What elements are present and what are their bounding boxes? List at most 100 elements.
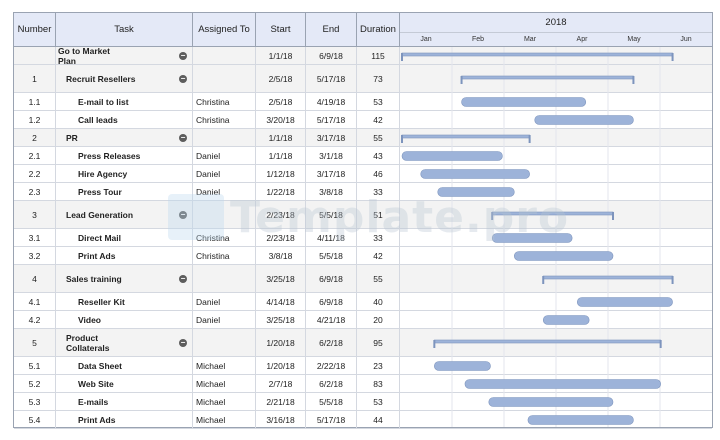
task-row[interactable]: 5.3 E-mails Michael 2/21/18 5/5/18 53 bbox=[14, 393, 712, 411]
task-duration: 73 bbox=[357, 65, 400, 92]
task-row[interactable]: 3.1 Direct Mail Christina 2/23/18 4/11/18 33 bbox=[14, 229, 712, 247]
task-row[interactable]: 5.4 Print Ads Michael 3/16/18 5/17/18 44 bbox=[14, 411, 712, 429]
task-row[interactable]: 4.1 Reseller Kit Daniel 4/14/18 6/9/18 40 bbox=[14, 293, 712, 311]
task-bar[interactable] bbox=[488, 397, 614, 407]
task-number-text: 2.1 bbox=[28, 150, 41, 161]
header-assigned[interactable]: Assigned To bbox=[193, 13, 256, 47]
task-bar[interactable] bbox=[437, 187, 515, 197]
task-name: Call leads bbox=[56, 111, 193, 128]
task-bar[interactable] bbox=[461, 97, 587, 107]
task-row[interactable]: 1.1 E-mail to list Christina 2/5/18 4/19/18 5… bbox=[14, 93, 712, 111]
task-bar[interactable] bbox=[491, 233, 573, 243]
collapse-icon[interactable]: − bbox=[179, 50, 187, 60]
task-end-text: 6/9/18 bbox=[319, 296, 343, 307]
task-number: 2.3 bbox=[14, 183, 56, 200]
task-assignee-text: Christina bbox=[196, 114, 230, 125]
task-row[interactable]: 5.1 Data Sheet Michael 1/20/18 2/22/18 23 bbox=[14, 357, 712, 375]
task-assignee: Daniel bbox=[193, 293, 256, 310]
collapse-icon[interactable]: − bbox=[179, 132, 187, 142]
collapse-icon[interactable]: − bbox=[179, 209, 187, 219]
task-start-text: 2/23/18 bbox=[266, 209, 295, 220]
task-assignee bbox=[193, 129, 256, 146]
task-name: Press Tour bbox=[56, 183, 193, 200]
task-number: 4.1 bbox=[14, 293, 56, 310]
task-bar[interactable] bbox=[420, 169, 530, 179]
collapse-icon[interactable]: − bbox=[179, 73, 187, 83]
task-duration-text: 46 bbox=[373, 168, 383, 179]
header-number[interactable]: Number bbox=[14, 13, 56, 47]
collapse-icon[interactable]: − bbox=[179, 337, 187, 347]
task-end: 5/5/18 bbox=[306, 247, 357, 264]
task-assignee: Daniel bbox=[193, 311, 256, 328]
task-number-text: 5.1 bbox=[28, 360, 41, 371]
task-name: Product Collaterals − bbox=[56, 329, 193, 356]
task-row[interactable]: 4.2 Video Daniel 3/25/18 4/21/18 20 bbox=[14, 311, 712, 329]
gantt-bars bbox=[401, 47, 674, 427]
task-duration: 42 bbox=[357, 111, 400, 128]
task-start: 3/25/18 bbox=[256, 265, 306, 292]
header-end[interactable]: End bbox=[306, 13, 357, 47]
task-bar[interactable] bbox=[401, 151, 503, 161]
task-row[interactable]: 5.2 Web Site Michael 2/7/18 6/2/18 83 bbox=[14, 375, 712, 393]
header-task[interactable]: Task bbox=[56, 13, 193, 47]
task-assignee-text: Michael bbox=[196, 360, 226, 371]
task-assignee: Daniel bbox=[193, 165, 256, 182]
task-name-text: E-mail to list bbox=[78, 96, 129, 107]
task-end: 4/19/18 bbox=[306, 93, 357, 110]
task-name-text: Press Releases bbox=[78, 150, 141, 161]
task-name: Lead Generation − bbox=[56, 201, 193, 228]
task-name: Reseller Kit bbox=[56, 293, 193, 310]
summary-task-row[interactable]: 2 PR − 1/1/18 3/17/18 55 bbox=[14, 129, 712, 147]
task-row[interactable]: 2.3 Press Tour Daniel 1/22/18 3/8/18 33 bbox=[14, 183, 712, 201]
task-bar[interactable] bbox=[542, 315, 590, 325]
summary-bar[interactable] bbox=[460, 75, 635, 84]
task-start: 2/23/18 bbox=[256, 201, 306, 228]
task-row[interactable]: 1.2 Call leads Christina 3/20/18 5/17/18 42 bbox=[14, 111, 712, 129]
task-bar[interactable] bbox=[576, 297, 673, 307]
task-duration: 23 bbox=[357, 357, 400, 374]
task-assignee bbox=[193, 265, 256, 292]
task-number: 5.4 bbox=[14, 411, 56, 428]
task-number: 2.2 bbox=[14, 165, 56, 182]
task-number-text: 2.2 bbox=[28, 168, 41, 179]
task-start-text: 3/25/18 bbox=[266, 273, 295, 284]
summary-bar[interactable] bbox=[491, 211, 615, 220]
task-number-text: 2.3 bbox=[28, 186, 41, 197]
task-number: 3 bbox=[14, 201, 56, 228]
task-name-text: Web Site bbox=[78, 378, 114, 389]
header-start[interactable]: Start bbox=[256, 13, 306, 47]
task-row[interactable]: 2.2 Hire Agency Daniel 1/12/18 3/17/18 46 bbox=[14, 165, 712, 183]
task-start-text: 1/1/18 bbox=[268, 150, 293, 161]
summary-bar[interactable] bbox=[401, 52, 674, 61]
task-number: 4.2 bbox=[14, 311, 56, 328]
task-number bbox=[14, 47, 56, 64]
task-row[interactable]: 2.1 Press Releases Daniel 1/1/18 3/1/18 43 bbox=[14, 147, 712, 165]
task-name: Sales training − bbox=[56, 265, 193, 292]
task-bar[interactable] bbox=[514, 251, 614, 261]
task-number: 1.1 bbox=[14, 93, 56, 110]
task-start-text: 4/14/18 bbox=[266, 296, 295, 307]
summary-bar[interactable] bbox=[433, 339, 662, 348]
collapse-icon[interactable]: − bbox=[179, 273, 187, 283]
task-name: Direct Mail bbox=[56, 229, 193, 246]
task-bar[interactable] bbox=[464, 379, 661, 389]
task-start-text: 3/25/18 bbox=[266, 314, 295, 325]
task-assignee bbox=[193, 329, 256, 356]
task-start-text: 3/16/18 bbox=[266, 414, 295, 425]
summary-bar[interactable] bbox=[542, 275, 674, 284]
task-duration-text: 83 bbox=[373, 378, 383, 389]
task-end-text: 5/17/18 bbox=[316, 73, 346, 84]
task-row[interactable]: 3.2 Print Ads Christina 3/8/18 5/5/18 42 bbox=[14, 247, 712, 265]
summary-bar[interactable] bbox=[401, 134, 531, 143]
task-end: 6/9/18 bbox=[306, 293, 357, 310]
task-bar[interactable] bbox=[434, 361, 491, 371]
task-start: 3/25/18 bbox=[256, 311, 306, 328]
task-end-text: 3/17/18 bbox=[316, 168, 346, 179]
header-duration[interactable]: Duration bbox=[357, 13, 400, 47]
task-duration-text: 53 bbox=[373, 396, 383, 407]
task-bar[interactable] bbox=[534, 115, 634, 125]
task-duration-text: 33 bbox=[373, 232, 383, 243]
task-bar[interactable] bbox=[527, 415, 634, 425]
month-label: Feb bbox=[471, 36, 485, 43]
summary-task-row[interactable]: Go to Market Plan − 1/1/18 6/9/18 115 bbox=[14, 46, 712, 66]
